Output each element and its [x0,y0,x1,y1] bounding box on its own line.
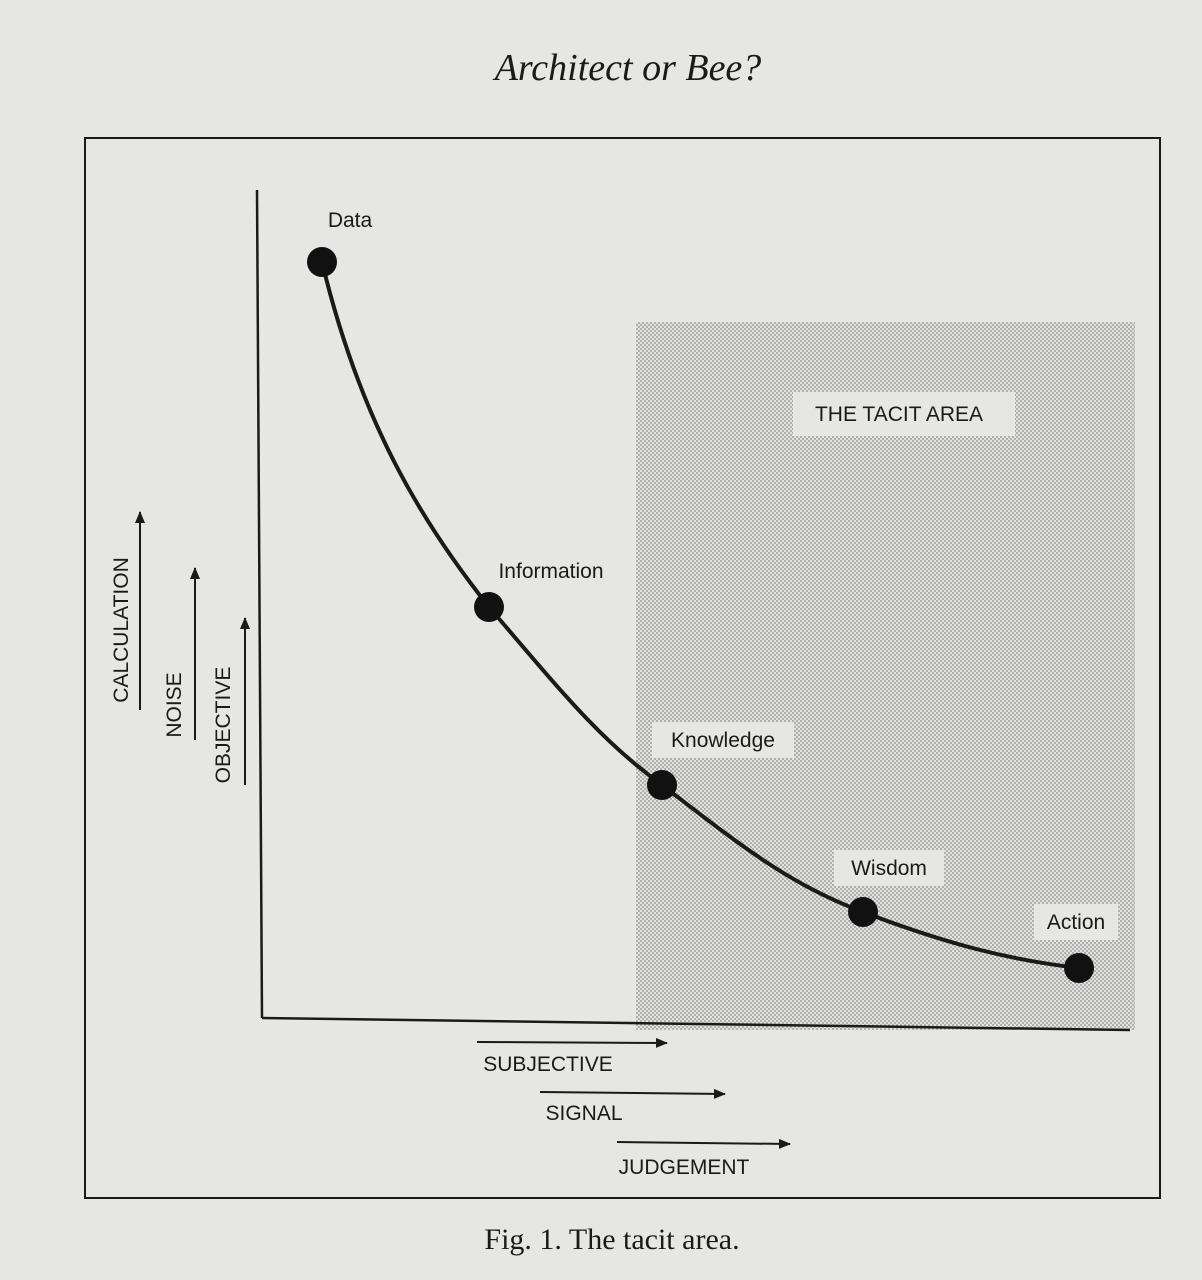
node-label: Information [498,560,603,583]
tacit-area-label: THE TACIT AREA [815,403,983,426]
curve [320,261,1080,970]
node-label: Knowledge [671,729,775,752]
y-axis-label: OBJECTIVE [212,667,235,784]
node [647,770,677,800]
figure-caption: Fig. 1. The tacit area. [484,1223,739,1256]
arrow [539,1088,726,1099]
label-bg [1034,904,1118,940]
x-axis-label: JUDGEMENT [619,1156,750,1179]
node-label: Wisdom [851,857,927,880]
figure-frame [84,137,1161,1199]
x-axis-label: SIGNAL [545,1102,622,1125]
arrow [476,1037,668,1048]
node [307,247,337,277]
node [474,592,504,622]
label-bg [834,850,944,886]
arrow [616,1138,791,1149]
y-axis [255,189,264,1019]
x-axis-labels: SUBJECTIVE SIGNAL JUDGEMENT [476,1037,791,1179]
label-bg [793,392,1015,436]
nodes: Data Information Knowledge Wisdom Action [307,209,1118,983]
node [848,897,878,927]
label-bg [652,722,794,758]
x-axis [261,1016,1131,1032]
page-title: Architect or Bee? [492,47,762,89]
y-axis-labels: CALCULATION NOISE OBJECTIVE [110,511,250,785]
y-axis-label: CALCULATION [110,557,133,702]
node-label: Action [1047,911,1105,934]
x-axis-label: SUBJECTIVE [483,1053,613,1076]
y-axis-label: NOISE [163,672,186,737]
node-label: Data [328,209,373,232]
node [1064,953,1094,983]
